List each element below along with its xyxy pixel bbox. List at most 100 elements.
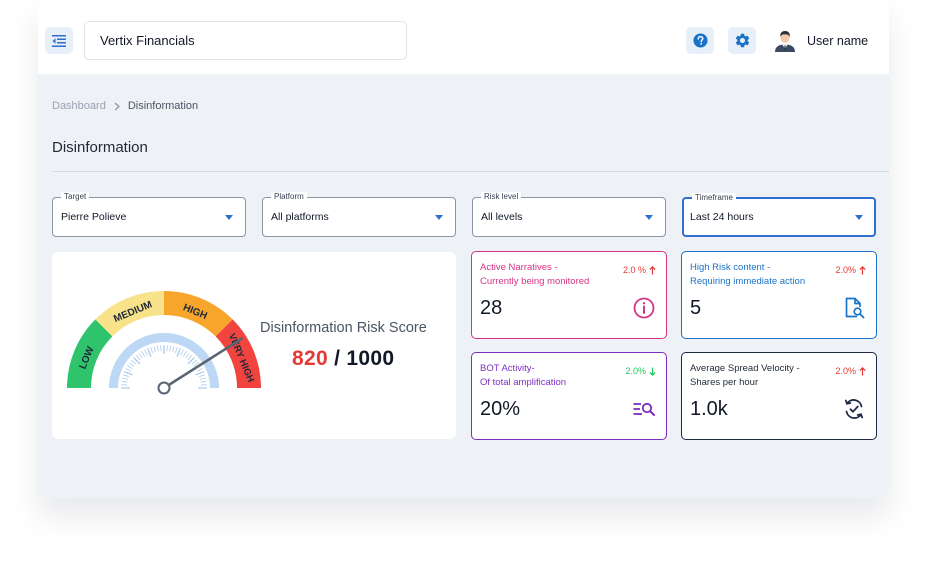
gauge-segment-very-high bbox=[215, 319, 261, 388]
settings-button[interactable] bbox=[728, 27, 756, 54]
gauge-tick bbox=[141, 351, 146, 357]
sync-check-icon bbox=[844, 399, 864, 419]
gauge-tick bbox=[128, 362, 135, 367]
gauge-tick bbox=[199, 374, 206, 377]
kpi-label: BOT Activity- Of total amplification bbox=[480, 362, 605, 390]
breadcrumb-root-link[interactable]: Dashboard bbox=[52, 100, 106, 112]
gauge-segment-medium bbox=[95, 291, 164, 337]
gauge-tick bbox=[150, 346, 153, 353]
gauge-tick bbox=[176, 348, 182, 357]
arrow-up-icon bbox=[649, 265, 656, 274]
risk-score-card: LOW MEDIUM HIGH VERY HIGH Disinformation… bbox=[52, 252, 456, 439]
chevron-right-icon bbox=[114, 102, 120, 110]
kpi-change: 2.0% bbox=[835, 366, 866, 376]
kpi-value: 20% bbox=[480, 398, 521, 420]
gauge-tick bbox=[122, 374, 129, 377]
risk-level-select-label: Risk level bbox=[481, 192, 522, 202]
platform-select-value: All platforms bbox=[271, 211, 329, 223]
kpi-label-line1: Average Spread Velocity - bbox=[690, 363, 800, 374]
kpi-high-risk-content[interactable]: High Risk content - Requiring immediate … bbox=[681, 251, 877, 339]
help-button[interactable] bbox=[686, 27, 714, 54]
risk-level-select-value: All levels bbox=[481, 211, 523, 223]
kpi-change: 2.0% bbox=[835, 265, 866, 275]
kpi-active-narratives[interactable]: Active Narratives - Currently being moni… bbox=[471, 251, 667, 339]
user-avatar[interactable] bbox=[774, 28, 796, 52]
menu-toggle-button[interactable] bbox=[45, 27, 73, 54]
caret-down-icon bbox=[645, 215, 653, 220]
gauge-needle bbox=[162, 337, 243, 390]
kpi-label: Average Spread Velocity - Shares per hou… bbox=[690, 362, 830, 390]
gauge-tick bbox=[187, 357, 195, 365]
risk-level-select[interactable]: Risk level All levels bbox=[472, 192, 666, 237]
risk-score-value: 820 / 1000 bbox=[292, 347, 394, 371]
caret-down-icon bbox=[225, 215, 233, 220]
menu-collapse-icon bbox=[52, 34, 66, 47]
kpi-average-spread-velocity[interactable]: Average Spread Velocity - Shares per hou… bbox=[681, 352, 877, 440]
info-circle-icon bbox=[633, 297, 655, 319]
risk-gauge: LOW MEDIUM HIGH VERY HIGH bbox=[67, 291, 261, 395]
app-name-field[interactable]: Vertix Financials bbox=[84, 21, 407, 60]
kpi-label-line1: BOT Activity- bbox=[480, 363, 535, 374]
timeframe-select-value: Last 24 hours bbox=[690, 211, 754, 223]
gauge-tick bbox=[191, 359, 197, 365]
platform-select[interactable]: Platform All platforms bbox=[262, 192, 456, 237]
breadcrumb: Dashboard Disinformation bbox=[52, 100, 198, 112]
caret-down-icon bbox=[435, 215, 443, 220]
kpi-label: Active Narratives - Currently being moni… bbox=[480, 261, 605, 289]
gauge-tick bbox=[199, 377, 206, 380]
target-select-value: Pierre Polieve bbox=[61, 211, 127, 223]
caret-down-icon bbox=[855, 215, 863, 220]
gauge-ticks bbox=[121, 345, 207, 389]
gauge-tick bbox=[121, 380, 128, 383]
gauge-needle-hub bbox=[157, 381, 171, 395]
gauge-tick bbox=[131, 359, 137, 365]
gauge-segment-low bbox=[67, 319, 113, 388]
kpi-change-value: 2.0% bbox=[835, 265, 856, 275]
kpi-change-value: 2.0% bbox=[835, 366, 856, 376]
gauge-tick bbox=[187, 355, 193, 361]
breadcrumb-current: Disinformation bbox=[127, 100, 199, 112]
gauge-inner-band bbox=[109, 333, 219, 388]
app-name: Vertix Financials bbox=[100, 33, 195, 48]
gauge-tick bbox=[127, 365, 133, 370]
risk-score-title: Disinformation Risk Score bbox=[260, 320, 427, 336]
gauge-tick bbox=[122, 377, 129, 380]
gauge-tick bbox=[182, 351, 187, 357]
list-search-icon bbox=[633, 402, 655, 416]
kpi-label-line2: Of total amplification bbox=[480, 377, 567, 388]
gauge-tick bbox=[156, 345, 159, 352]
help-icon bbox=[692, 33, 708, 48]
risk-score-max: 1000 bbox=[346, 347, 395, 370]
gauge-tick bbox=[124, 370, 133, 376]
kpi-bot-activity[interactable]: BOT Activity- Of total amplification 2.0… bbox=[471, 352, 667, 440]
gauge-tick bbox=[185, 352, 190, 359]
arrow-up-icon bbox=[859, 366, 866, 375]
kpi-change-value: 2.0% bbox=[625, 366, 646, 376]
gauge-tick bbox=[193, 362, 200, 367]
timeframe-select[interactable]: Timeframe Last 24 hours bbox=[682, 193, 876, 237]
kpi-label-line1: High Risk content - bbox=[690, 262, 771, 273]
gauge-tick bbox=[153, 346, 156, 353]
gauge-tick bbox=[175, 346, 178, 353]
gauge-tick bbox=[135, 355, 141, 361]
target-select[interactable]: Target Pierre Polieve bbox=[52, 192, 246, 237]
kpi-change: 2.0 % bbox=[623, 265, 656, 275]
kpi-label-line2: Shares per hour bbox=[690, 377, 759, 388]
gauge-tick bbox=[200, 380, 207, 383]
gauge-tick bbox=[195, 370, 204, 376]
kpi-value: 28 bbox=[480, 297, 503, 319]
kpi-change: 2.0% bbox=[625, 366, 656, 376]
gauge-tick bbox=[133, 357, 141, 365]
arrow-up-icon bbox=[859, 265, 866, 274]
kpi-label-line1: Active Narratives - bbox=[480, 262, 558, 273]
risk-score: 820 bbox=[292, 347, 328, 370]
kpi-change-value: 2.0 % bbox=[622, 265, 646, 275]
top-bar: Vertix Financials User name bbox=[38, 0, 889, 74]
kpi-label-line2: Currently being monitored bbox=[480, 276, 590, 287]
gauge-tick bbox=[125, 368, 132, 372]
document-search-icon bbox=[845, 297, 865, 319]
target-select-label: Target bbox=[61, 192, 90, 202]
app-frame: Vertix Financials User name Dashboard bbox=[38, 0, 889, 498]
user-name[interactable]: User name bbox=[807, 34, 869, 48]
page-title: Disinformation bbox=[52, 139, 148, 156]
